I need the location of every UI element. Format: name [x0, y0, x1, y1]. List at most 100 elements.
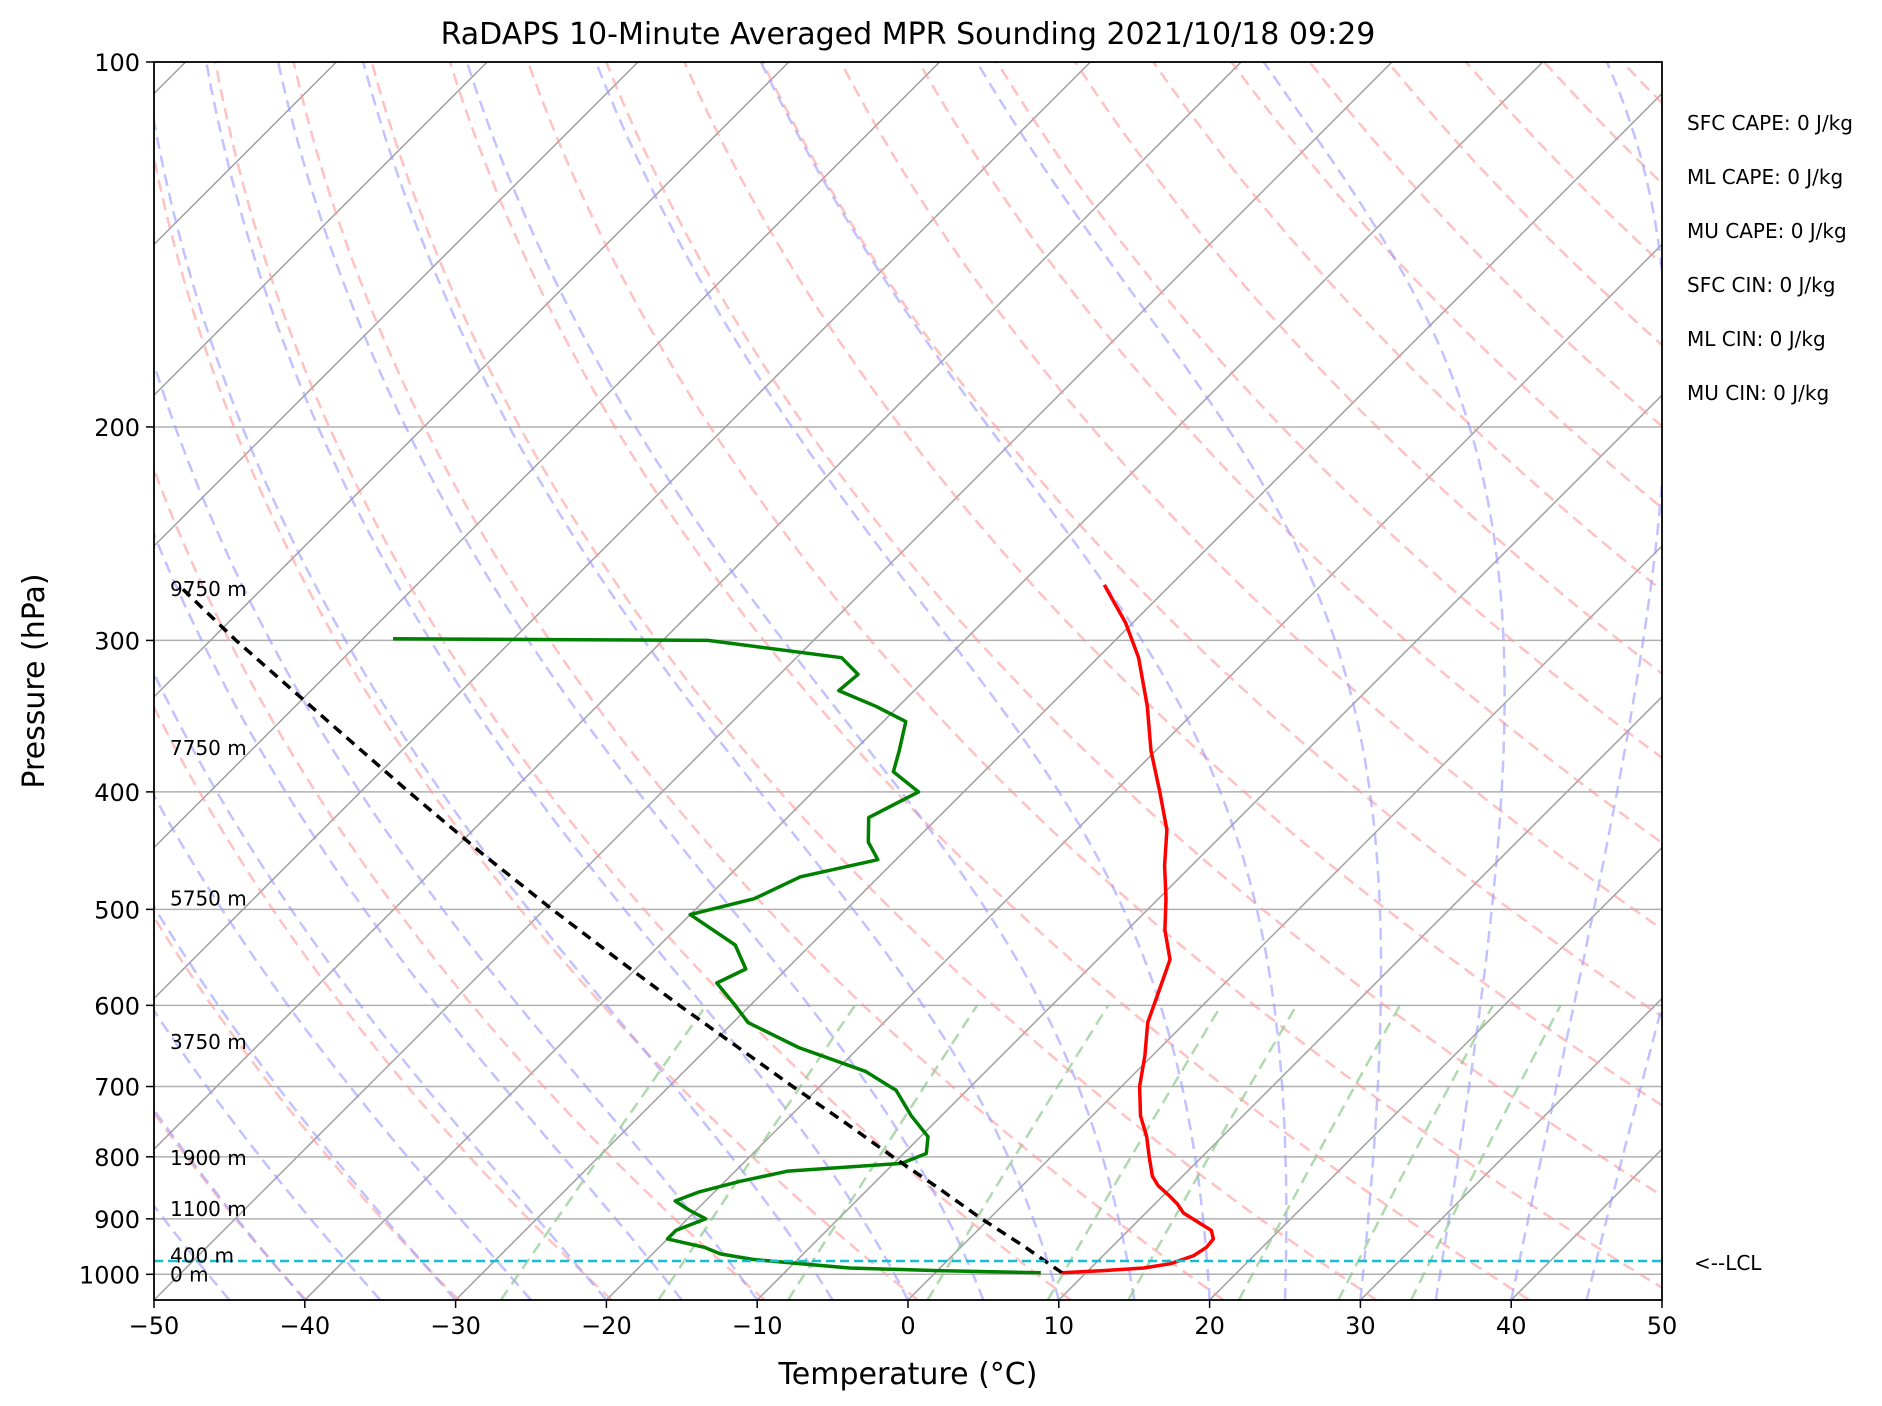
- isotherm: [907, 544, 1662, 1300]
- dry-adiabat: [526, 62, 1662, 1290]
- height-labels: 9750 m 7750 m 5750 m 3750 m 1900 m 1100 m 400 …: [170, 577, 247, 1286]
- height-label: 7750 m: [170, 736, 247, 760]
- dry-adiabat: [995, 62, 1662, 760]
- x-tick-label: 40: [1496, 1312, 1527, 1340]
- y-tick-label: 800: [94, 1144, 140, 1172]
- moist-adiabat: [154, 793, 532, 1300]
- plot-background: [154, 62, 1662, 1300]
- reference-lines: [154, 62, 1882, 1300]
- moist-adiabat: [276, 62, 985, 1300]
- stat-text: SFC CAPE: 0 J/kg: [1687, 111, 1853, 135]
- dry-adiabat: [1700, 62, 1882, 1300]
- isotherm: [455, 92, 1662, 1300]
- plot-area: [154, 62, 1662, 1300]
- stat-text: MU CAPE: 0 J/kg: [1687, 219, 1847, 243]
- isotherm: [1359, 997, 1662, 1300]
- lcl-label: <--LCL: [1694, 1251, 1762, 1275]
- x-tick-label: −10: [732, 1312, 783, 1340]
- isotherm: [1058, 695, 1662, 1300]
- parcel-line: [177, 583, 1063, 1275]
- y-tick-label: 600: [94, 992, 140, 1020]
- isotherm: [154, 62, 1393, 1300]
- height-label: 5750 m: [170, 887, 247, 911]
- isotherm: [154, 62, 790, 698]
- stat-text: MU CIN: 0 J/kg: [1687, 381, 1829, 405]
- moist-adiabat: [1262, 62, 1506, 1300]
- mixing-ratio-line: [657, 1004, 857, 1300]
- moist-adiabat: [975, 62, 1383, 1300]
- y-tick-label: 400: [94, 779, 140, 807]
- x-tick-label: 10: [1044, 1312, 1075, 1340]
- isotherm: [1661, 1298, 1662, 1300]
- sounding-lines: [154, 583, 1662, 1275]
- dry-adiabat: [154, 914, 460, 1300]
- moist-adiabat: [594, 62, 1211, 1300]
- height-label: 0 m: [170, 1262, 209, 1286]
- height-label: 1100 m: [170, 1197, 247, 1221]
- dry-adiabat: [1857, 62, 1882, 1300]
- temperature-line: [1061, 584, 1216, 1275]
- height-label: 1900 m: [170, 1146, 247, 1170]
- mixing-ratio-line: [926, 1004, 1110, 1300]
- stat-text: ML CAPE: 0 J/kg: [1687, 165, 1843, 189]
- dewpoint-line: [393, 636, 1041, 1275]
- isotherm: [154, 62, 488, 397]
- moist-adiabat: [154, 531, 683, 1300]
- dry-adiabat: [448, 62, 1530, 1300]
- x-tick-label: 20: [1194, 1312, 1225, 1340]
- dry-adiabat: [292, 62, 1225, 1300]
- x-axis-label: Temperature (°C): [778, 1357, 1038, 1392]
- mixing-ratio-line: [1237, 1004, 1401, 1300]
- mixing-ratio-line: [499, 1004, 708, 1300]
- dry-adiabat: [839, 62, 1662, 931]
- isotherm: [1209, 846, 1662, 1300]
- moist-adiabat: [361, 62, 1061, 1300]
- y-tick-label: 700: [94, 1074, 140, 1102]
- axis-ticks: −50 −40 −30 −20 −10 0 10 20 30 40 50 100 200 300 400 50…: [79, 49, 1677, 1340]
- isotherm: [154, 62, 941, 849]
- dry-adiabat: [917, 62, 1662, 845]
- isotherm: [756, 394, 1662, 1300]
- dry-adiabat: [605, 62, 1662, 1198]
- moist-adiabat: [205, 62, 910, 1300]
- x-tick-label: 30: [1345, 1312, 1376, 1340]
- dry-adiabat: [683, 62, 1662, 1107]
- instability-stats: SFC CAPE: 0 J/kg ML CAPE: 0 J/kg MU CAPE: …: [1687, 111, 1853, 405]
- height-label: 3750 m: [170, 1030, 247, 1054]
- x-tick-label: −40: [279, 1312, 330, 1340]
- moist-adiabat: [1509, 62, 1662, 1300]
- y-tick-label: 300: [94, 627, 140, 655]
- y-tick-label: 900: [94, 1206, 140, 1234]
- y-axis-label: Pressure (hPa): [17, 573, 52, 788]
- stat-text: SFC CIN: 0 J/kg: [1687, 273, 1835, 297]
- y-tick-label: 1000: [79, 1261, 140, 1289]
- y-tick-label: 200: [94, 414, 140, 442]
- isotherm: [605, 243, 1662, 1300]
- isotherm: [154, 62, 1091, 1000]
- dry-adiabat: [370, 62, 1377, 1300]
- x-tick-label: 0: [900, 1312, 915, 1340]
- x-tick-label: 50: [1647, 1312, 1678, 1340]
- isotherm: [304, 62, 1544, 1300]
- dry-adiabat: [154, 151, 919, 1300]
- chart-title: RaDAPS 10-Minute Averaged MPR Sounding 2…: [441, 17, 1376, 52]
- height-label: 9750 m: [170, 577, 247, 601]
- height-label: 400 m: [170, 1244, 234, 1268]
- dry-adiabat: [154, 465, 766, 1300]
- dry-adiabat: [1779, 62, 1882, 1300]
- isotherm: [154, 62, 639, 548]
- dry-adiabat: [761, 62, 1662, 1019]
- stat-text: ML CIN: 0 J/kg: [1687, 327, 1826, 351]
- moist-adiabat: [154, 904, 457, 1300]
- moist-adiabat: [154, 360, 759, 1300]
- x-tick-label: −30: [430, 1312, 481, 1340]
- y-tick-label: 100: [94, 49, 140, 77]
- moist-adiabat: [154, 114, 834, 1300]
- dry-adiabat: [214, 62, 1072, 1300]
- y-tick-label: 500: [94, 896, 140, 924]
- x-tick-label: −20: [581, 1312, 632, 1340]
- isotherm: [154, 62, 1242, 1151]
- dry-adiabat: [154, 704, 613, 1300]
- x-tick-label: −50: [129, 1312, 180, 1340]
